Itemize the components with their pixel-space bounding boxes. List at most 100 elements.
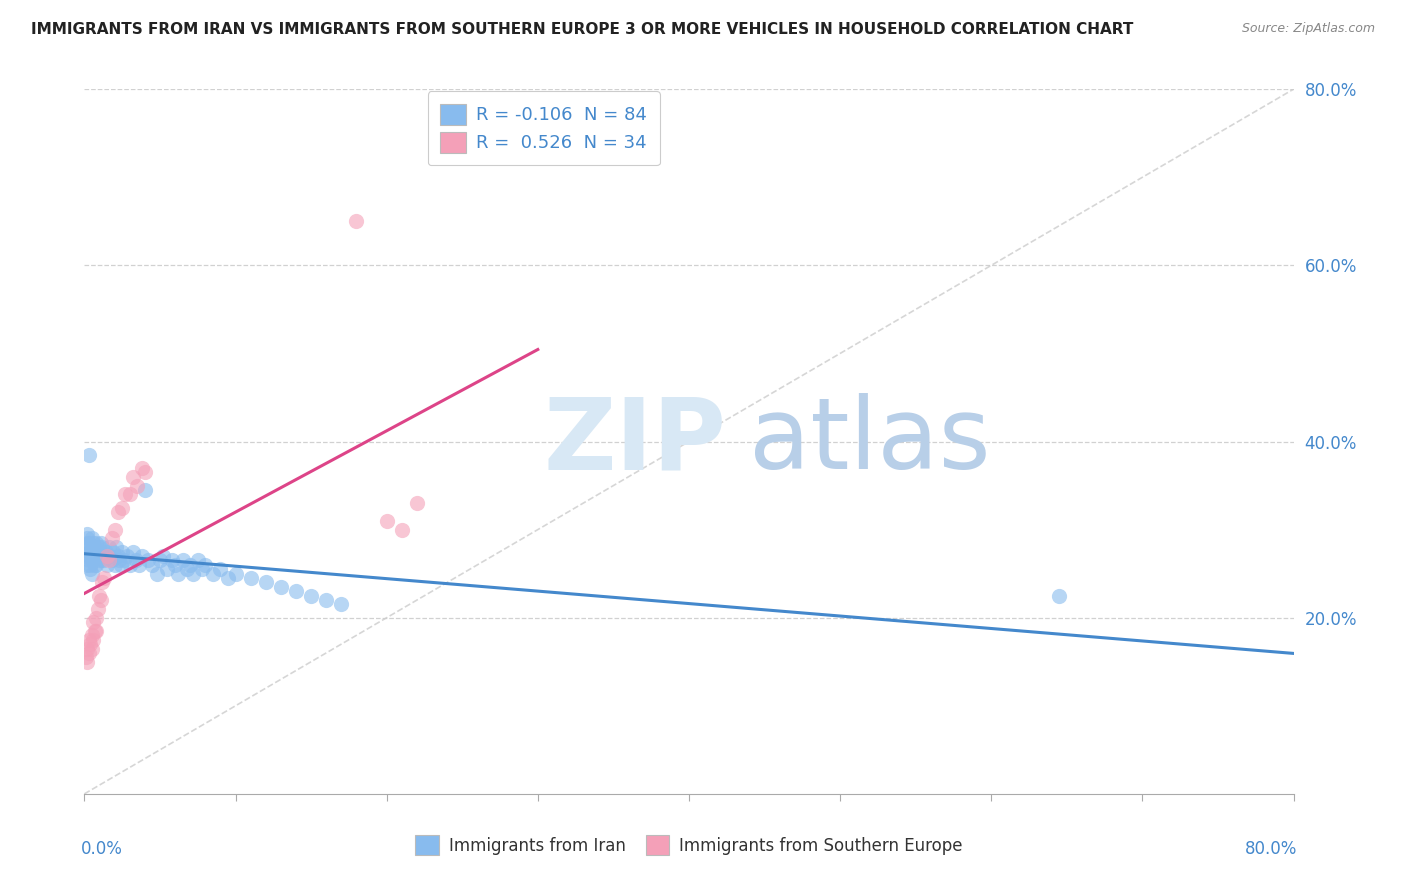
Point [111, 500, 134, 515]
Point [330, 598, 353, 612]
Point [75, 540, 97, 554]
Point [89, 589, 111, 603]
Point [84, 540, 107, 554]
Point [104, 523, 127, 537]
Point [82, 632, 104, 647]
Point [100, 553, 122, 567]
Point [96, 558, 118, 572]
Point [82, 536, 104, 550]
Point [89, 540, 111, 554]
Point [77, 448, 100, 462]
Point [84, 558, 107, 572]
Text: atlas: atlas [749, 393, 991, 490]
Point [101, 544, 124, 558]
Point [111, 544, 134, 558]
Point [285, 584, 308, 599]
Point [225, 566, 247, 581]
Point [299, 589, 322, 603]
Point [76, 655, 98, 669]
Point [121, 544, 143, 558]
Point [82, 615, 104, 629]
Point [86, 624, 108, 638]
Point [105, 540, 128, 554]
Point [270, 580, 292, 594]
Text: ZIP: ZIP [544, 393, 727, 490]
Point [128, 558, 150, 572]
Point [80, 549, 103, 563]
Legend: Immigrants from Iran, Immigrants from Southern Europe: Immigrants from Iran, Immigrants from So… [408, 827, 970, 863]
Point [107, 549, 129, 563]
Point [75, 650, 97, 665]
Text: 0.0%: 0.0% [80, 839, 122, 858]
Point [167, 566, 190, 581]
Point [76, 536, 98, 550]
Point [87, 602, 110, 616]
Point [79, 558, 101, 572]
Point [80, 532, 103, 546]
Point [187, 553, 209, 567]
Point [86, 610, 108, 624]
Point [239, 571, 262, 585]
Text: IMMIGRANTS FROM IRAN VS IMMIGRANTS FROM SOUTHERN EUROPE 3 OR MORE VEHICLES IN HO: IMMIGRANTS FROM IRAN VS IMMIGRANTS FROM … [31, 22, 1133, 37]
Point [77, 536, 100, 550]
Point [84, 624, 107, 638]
Point [165, 558, 187, 572]
Point [156, 562, 179, 576]
Point [79, 637, 101, 651]
Point [121, 469, 143, 483]
Point [108, 553, 131, 567]
Point [82, 544, 104, 558]
Point [79, 562, 101, 576]
Point [80, 566, 103, 581]
Point [194, 558, 217, 572]
Point [181, 566, 204, 581]
Point [125, 553, 148, 567]
Point [107, 505, 129, 519]
Point [97, 540, 120, 554]
Point [87, 553, 110, 567]
Point [98, 549, 121, 563]
Point [254, 575, 277, 590]
Point [1047, 589, 1070, 603]
Point [97, 553, 120, 567]
Point [91, 575, 114, 590]
Point [136, 553, 159, 567]
Point [179, 558, 201, 572]
Point [77, 646, 100, 660]
Point [76, 532, 98, 546]
Point [86, 558, 108, 572]
Point [346, 214, 368, 228]
Point [160, 553, 183, 567]
Point [134, 483, 156, 497]
Point [77, 632, 100, 647]
Point [77, 549, 100, 563]
Point [149, 553, 172, 567]
Point [76, 527, 98, 541]
Text: 80.0%: 80.0% [1244, 839, 1298, 858]
Point [93, 553, 115, 567]
Point [118, 558, 141, 572]
Point [217, 571, 239, 585]
Point [84, 549, 107, 563]
Point [172, 553, 194, 567]
Point [91, 549, 114, 563]
Point [114, 487, 136, 501]
Point [146, 566, 169, 581]
Point [86, 544, 108, 558]
Point [104, 558, 127, 572]
Point [96, 549, 118, 563]
Point [94, 544, 117, 558]
Point [77, 553, 100, 567]
Point [90, 536, 112, 550]
Point [90, 553, 112, 567]
Point [152, 549, 174, 563]
Point [79, 544, 101, 558]
Point [110, 558, 132, 572]
Point [82, 553, 104, 567]
Point [134, 466, 156, 480]
Point [141, 558, 163, 572]
Point [315, 593, 337, 607]
Point [375, 514, 398, 528]
Point [406, 496, 429, 510]
Text: Source: ZipAtlas.com: Source: ZipAtlas.com [1241, 22, 1375, 36]
